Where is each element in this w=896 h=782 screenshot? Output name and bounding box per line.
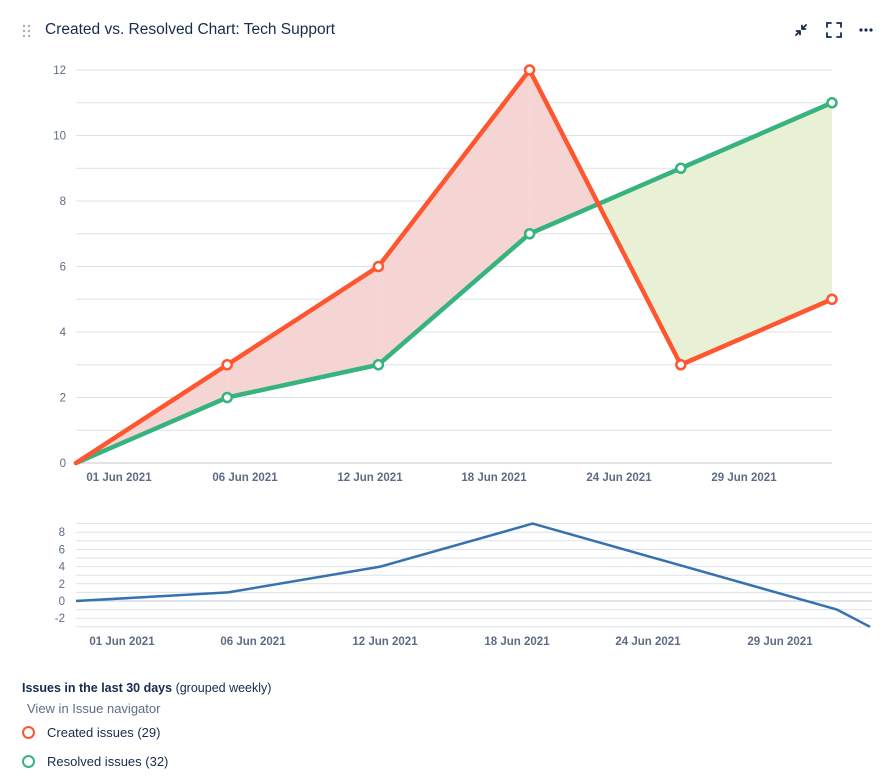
y-tick-label: -2: [55, 613, 65, 625]
created-data-point: [523, 64, 536, 76]
x-tick-label: 24 Jun 2021: [615, 636, 681, 648]
y-tick-label: 2: [59, 579, 65, 591]
resolved-data-point: [221, 391, 233, 404]
x-tick-label: 12 Jun 2021: [352, 636, 418, 648]
y-tick-label: 8: [60, 196, 66, 208]
trend-series-line: [75, 522, 871, 628]
resolved-data-point: [675, 162, 687, 174]
legend-created-issues[interactable]: Created issues (29): [22, 725, 160, 740]
created-data-point: [826, 293, 838, 305]
x-tick-label: 12 Jun 2021: [337, 472, 403, 484]
created-excess-area: [378, 70, 530, 365]
x-tick-label: 29 Jun 2021: [747, 636, 813, 648]
minimize-button[interactable]: [790, 19, 812, 41]
y-tick-label: 10: [53, 131, 66, 143]
created-excess-area: [529, 70, 599, 234]
created-series-line: [73, 67, 835, 466]
legend-resolved-label: Resolved issues (32): [47, 754, 169, 769]
issue-navigator-link[interactable]: View in Issue navigator: [27, 701, 161, 716]
minimize-icon: [795, 24, 807, 36]
legend-title-main: Issues in the last 30 days: [22, 681, 173, 695]
x-tick-label: 29 Jun 2021: [711, 472, 777, 484]
x-tick-label: 01 Jun 2021: [89, 636, 155, 648]
y-tick-label: 0: [59, 596, 65, 608]
created-data-point: [221, 359, 233, 371]
y-tick-label: 12: [53, 65, 66, 77]
legend-title-sub: (grouped weekly): [175, 681, 272, 695]
resolved-excess-area: [680, 102, 832, 365]
trend-chart: -2 0 2 4 6 8 01 Jun 2021 06 Jun 2021 12 Jun 2021…: [55, 522, 872, 648]
y-tick-label: 6: [60, 262, 66, 274]
fullscreen-icon: [826, 22, 842, 38]
resolved-excess-area: [598, 168, 681, 365]
x-tick-label: 18 Jun 2021: [484, 636, 550, 648]
legend-resolved-issues[interactable]: Resolved issues (32): [22, 754, 168, 769]
x-tick-label: 24 Jun 2021: [586, 472, 652, 484]
more-icon: [859, 28, 873, 32]
resolved-data-point: [826, 97, 838, 109]
drag-handle-icon[interactable]: [22, 24, 32, 38]
x-tick-label: 06 Jun 2021: [220, 636, 286, 648]
y-tick-label: 0: [60, 458, 66, 470]
y-tick-label: 2: [60, 393, 66, 405]
created-data-point: [372, 260, 385, 273]
x-tick-label: 01 Jun 2021: [86, 472, 152, 484]
y-tick-label: 4: [60, 327, 67, 339]
fullscreen-button[interactable]: [823, 19, 845, 41]
resolved-marker-icon: [22, 755, 35, 768]
x-tick-label: 06 Jun 2021: [212, 472, 278, 484]
resolved-data-point: [372, 359, 385, 371]
created-data-point: [675, 359, 687, 371]
more-button[interactable]: [855, 19, 877, 41]
resolved-series-line: [73, 100, 835, 466]
y-tick-label: 8: [59, 527, 65, 539]
y-tick-label: 6: [59, 544, 65, 556]
page-title: Created vs. Resolved Chart: Tech Support: [45, 21, 336, 38]
legend-created-label: Created issues (29): [47, 725, 161, 740]
resolved-data-point: [523, 228, 536, 240]
legend-title: Issues in the last 30 days (grouped week…: [22, 681, 271, 695]
chart-header: Created vs. Resolved Chart: Tech Support: [0, 14, 896, 48]
created-resolved-chart: 0 2 4 6 8 10 12 01 Jun 2021 06 Jun 2021 12 Jun 20…: [53, 64, 838, 484]
y-tick-label: 4: [59, 562, 66, 574]
created-excess-area: [227, 266, 379, 398]
created-marker-icon: [22, 726, 35, 739]
x-tick-label: 18 Jun 2021: [461, 472, 527, 484]
